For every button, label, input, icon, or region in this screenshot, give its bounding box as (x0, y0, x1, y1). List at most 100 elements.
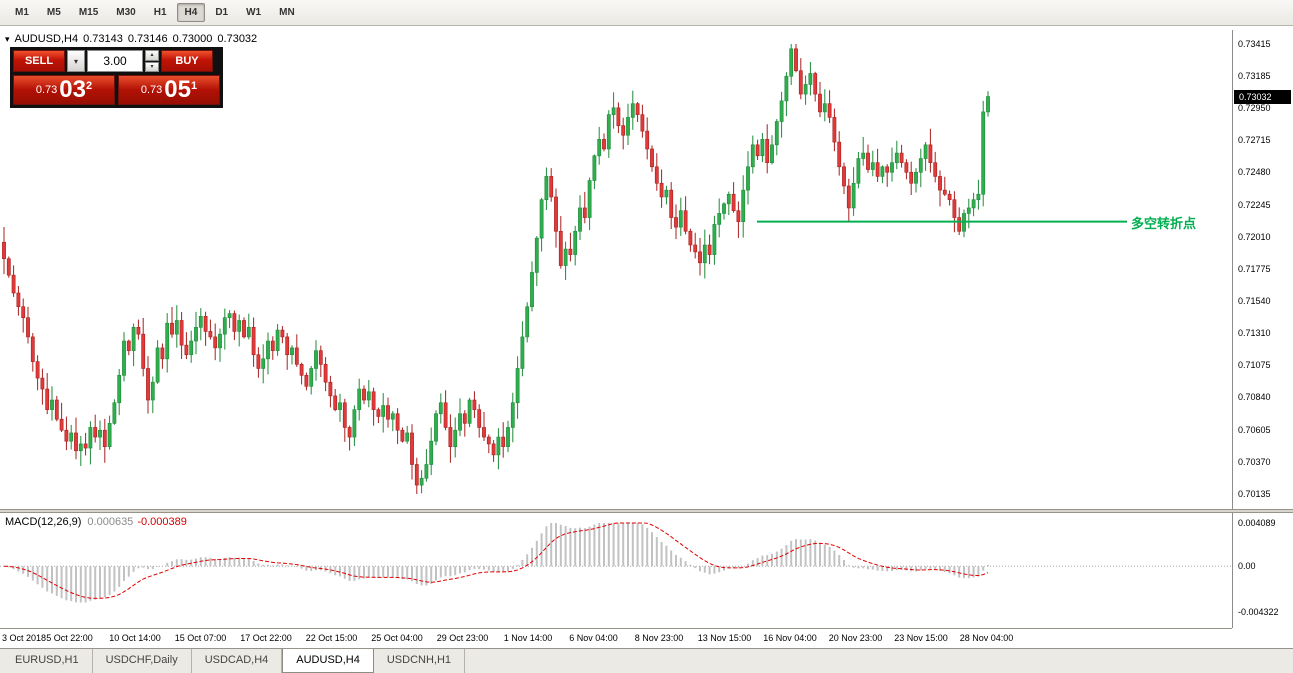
timeframe-button-M15[interactable]: M15 (78, 7, 99, 18)
lot-size-input[interactable] (87, 50, 143, 72)
lot-dropdown-button[interactable]: ▾ (67, 50, 85, 72)
candle (770, 135, 774, 165)
candle (309, 365, 314, 395)
candle (30, 333, 35, 372)
candle (986, 91, 990, 117)
candle (731, 182, 736, 213)
candle (880, 165, 885, 184)
time-axis-label: 5 Oct 22:00 (46, 633, 93, 643)
timeframe-button-M5[interactable]: M5 (46, 7, 61, 18)
candle (909, 161, 914, 195)
macd-panel[interactable] (0, 513, 1232, 628)
candle (669, 182, 674, 230)
candle (434, 410, 438, 446)
candle (69, 424, 74, 450)
time-axis-label: 23 Nov 15:00 (894, 633, 948, 643)
price-tick: 0.72245 (1238, 199, 1271, 210)
buy-button[interactable]: BUY (161, 50, 213, 72)
candle (40, 368, 45, 405)
price-tick: 0.71775 (1238, 264, 1271, 274)
candle (35, 355, 40, 391)
candle (760, 132, 765, 163)
time-axis[interactable]: 3 Oct 2018 5 Oct 22:00 10 Oct 14:00 15 Oct … (0, 628, 1232, 648)
candle (947, 190, 952, 206)
time-axis-label: 20 Nov 23:00 (828, 633, 883, 643)
candle (496, 428, 501, 470)
candle (237, 314, 242, 347)
candle (405, 425, 410, 444)
candle (146, 356, 150, 414)
chart-context-icon[interactable]: ▾ (5, 34, 10, 44)
time-axis-label: 22 Oct 15:00 (305, 633, 358, 643)
candle (914, 168, 918, 193)
candle (299, 362, 304, 385)
candle (438, 393, 443, 424)
macd-name: MACD(12,26,9) (5, 516, 82, 528)
candle (621, 117, 626, 150)
price-tick: 0.72480 (1238, 167, 1271, 178)
sell-button[interactable]: SELL (13, 50, 65, 72)
time-axis-label: 15 Oct 07:00 (174, 633, 227, 643)
candle (635, 102, 640, 123)
candle (362, 385, 366, 405)
candle (688, 228, 693, 252)
macd-indicator-label: MACD(12,26,9) 0.000635 -0.000389 (5, 516, 187, 528)
candle (179, 311, 184, 359)
candle (918, 148, 923, 188)
time-axis-label: 6 Nov 04:00 (569, 633, 618, 643)
timeframe-button-H1[interactable]: H1 (153, 7, 167, 18)
candle (861, 137, 866, 166)
candle (443, 390, 448, 431)
timeframe-button-M1[interactable]: M1 (15, 7, 29, 18)
candle (976, 179, 981, 210)
chart-tab-EURUSD-H1[interactable]: EURUSD,H1 (2, 649, 93, 673)
candle (774, 118, 779, 156)
candle (414, 457, 419, 494)
price-tick: 0.72950 (1238, 102, 1271, 113)
candle (842, 162, 846, 195)
candle (424, 449, 429, 482)
candle (232, 310, 237, 341)
candle (640, 104, 645, 138)
main-chart[interactable] (0, 30, 1232, 509)
candle (2, 226, 6, 275)
timeframe-button-D1[interactable]: D1 (215, 7, 229, 18)
candle (390, 411, 395, 432)
price-axis[interactable]: 0.73415 0.73185 0.72950 0.72715 0.72480 0.722… (1232, 30, 1293, 509)
candle (534, 236, 539, 287)
bid-price-button[interactable]: 0.73 03 2 (13, 75, 115, 105)
candle (750, 135, 755, 174)
chart-tab-USDCAD-H4[interactable]: USDCAD,H4 (192, 649, 283, 673)
panel-splitter[interactable] (0, 509, 1293, 513)
candle (866, 144, 870, 173)
lot-stepper[interactable]: ▴ ▾ (145, 50, 159, 72)
candle (126, 339, 131, 356)
candle (942, 176, 947, 197)
bid-prefix: 0.73 (35, 84, 58, 96)
candle (698, 237, 702, 276)
candle (246, 313, 251, 340)
candle (971, 192, 976, 217)
candle (208, 319, 213, 340)
candle (606, 110, 611, 158)
chart-tab-AUDUSD-H4[interactable]: AUDUSD,H4 (282, 649, 374, 673)
timeframe-button-M30[interactable]: M30 (116, 7, 136, 18)
timeframe-button-H4[interactable]: H4 (176, 3, 206, 22)
chart-tab-USDCNH-H1[interactable]: USDCNH,H1 (374, 649, 466, 673)
candle (213, 323, 218, 361)
candle (194, 311, 198, 355)
candle (794, 44, 798, 73)
candle (693, 232, 698, 259)
candle (654, 153, 659, 191)
candle (328, 375, 333, 408)
candle (275, 324, 280, 356)
candle (16, 285, 21, 316)
candle (549, 168, 554, 202)
timeframe-button-W1[interactable]: W1 (246, 7, 262, 18)
timeframe-button-MN[interactable]: MN (279, 7, 295, 18)
chart-tab-USDCHF-Daily[interactable]: USDCHF,Daily (93, 649, 192, 673)
candle (122, 332, 126, 382)
ask-price-button[interactable]: 0.73 05 1 (118, 75, 220, 105)
time-axis-label: 1 Nov 14:00 (503, 633, 553, 643)
candle (573, 225, 578, 266)
